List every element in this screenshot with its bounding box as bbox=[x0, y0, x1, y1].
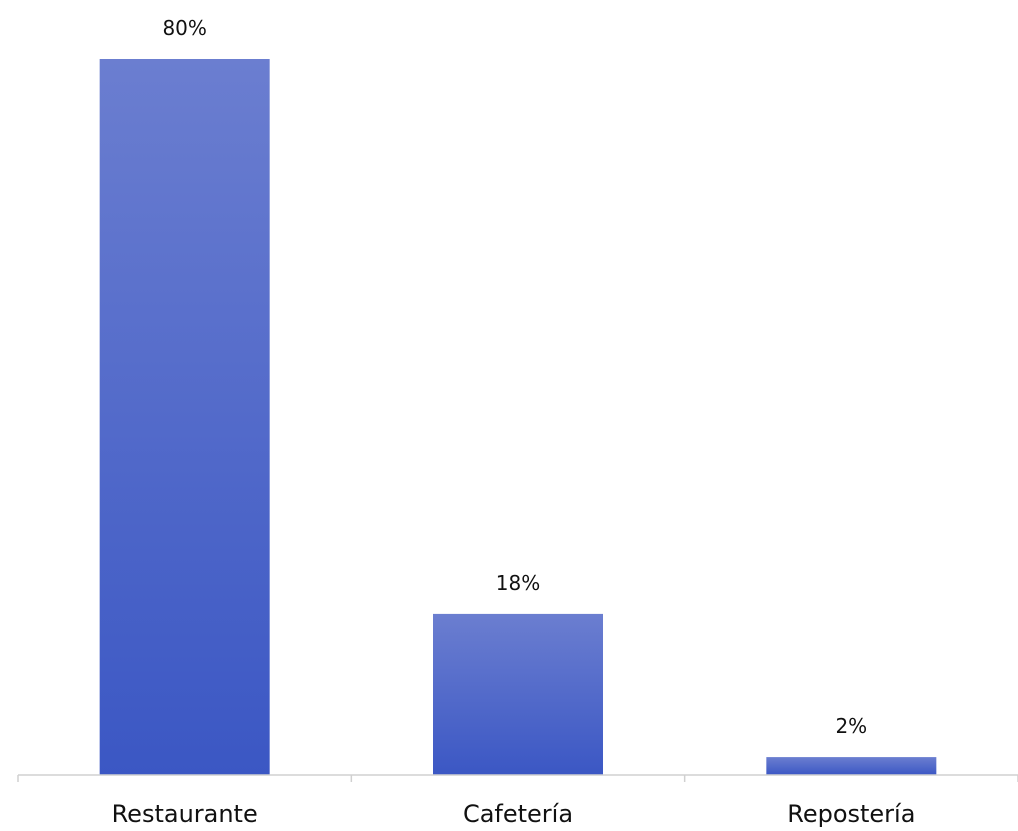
x-tick-label: Repostería bbox=[787, 800, 915, 828]
bar-restaurante bbox=[99, 59, 270, 775]
bar-reposteria bbox=[766, 757, 937, 775]
x-axis bbox=[17, 774, 1018, 782]
bars-layer bbox=[99, 59, 937, 775]
x-tick-label: Cafetería bbox=[463, 800, 573, 828]
data-label: 80% bbox=[162, 16, 206, 40]
x-tick-label: Restaurante bbox=[112, 800, 258, 828]
bar-cafeteria bbox=[433, 613, 603, 775]
data-label: 18% bbox=[496, 571, 540, 595]
labels-layer: 80% Restaurante 18% Cafetería 2% Repostería bbox=[112, 16, 916, 828]
data-label: 2% bbox=[835, 714, 867, 738]
